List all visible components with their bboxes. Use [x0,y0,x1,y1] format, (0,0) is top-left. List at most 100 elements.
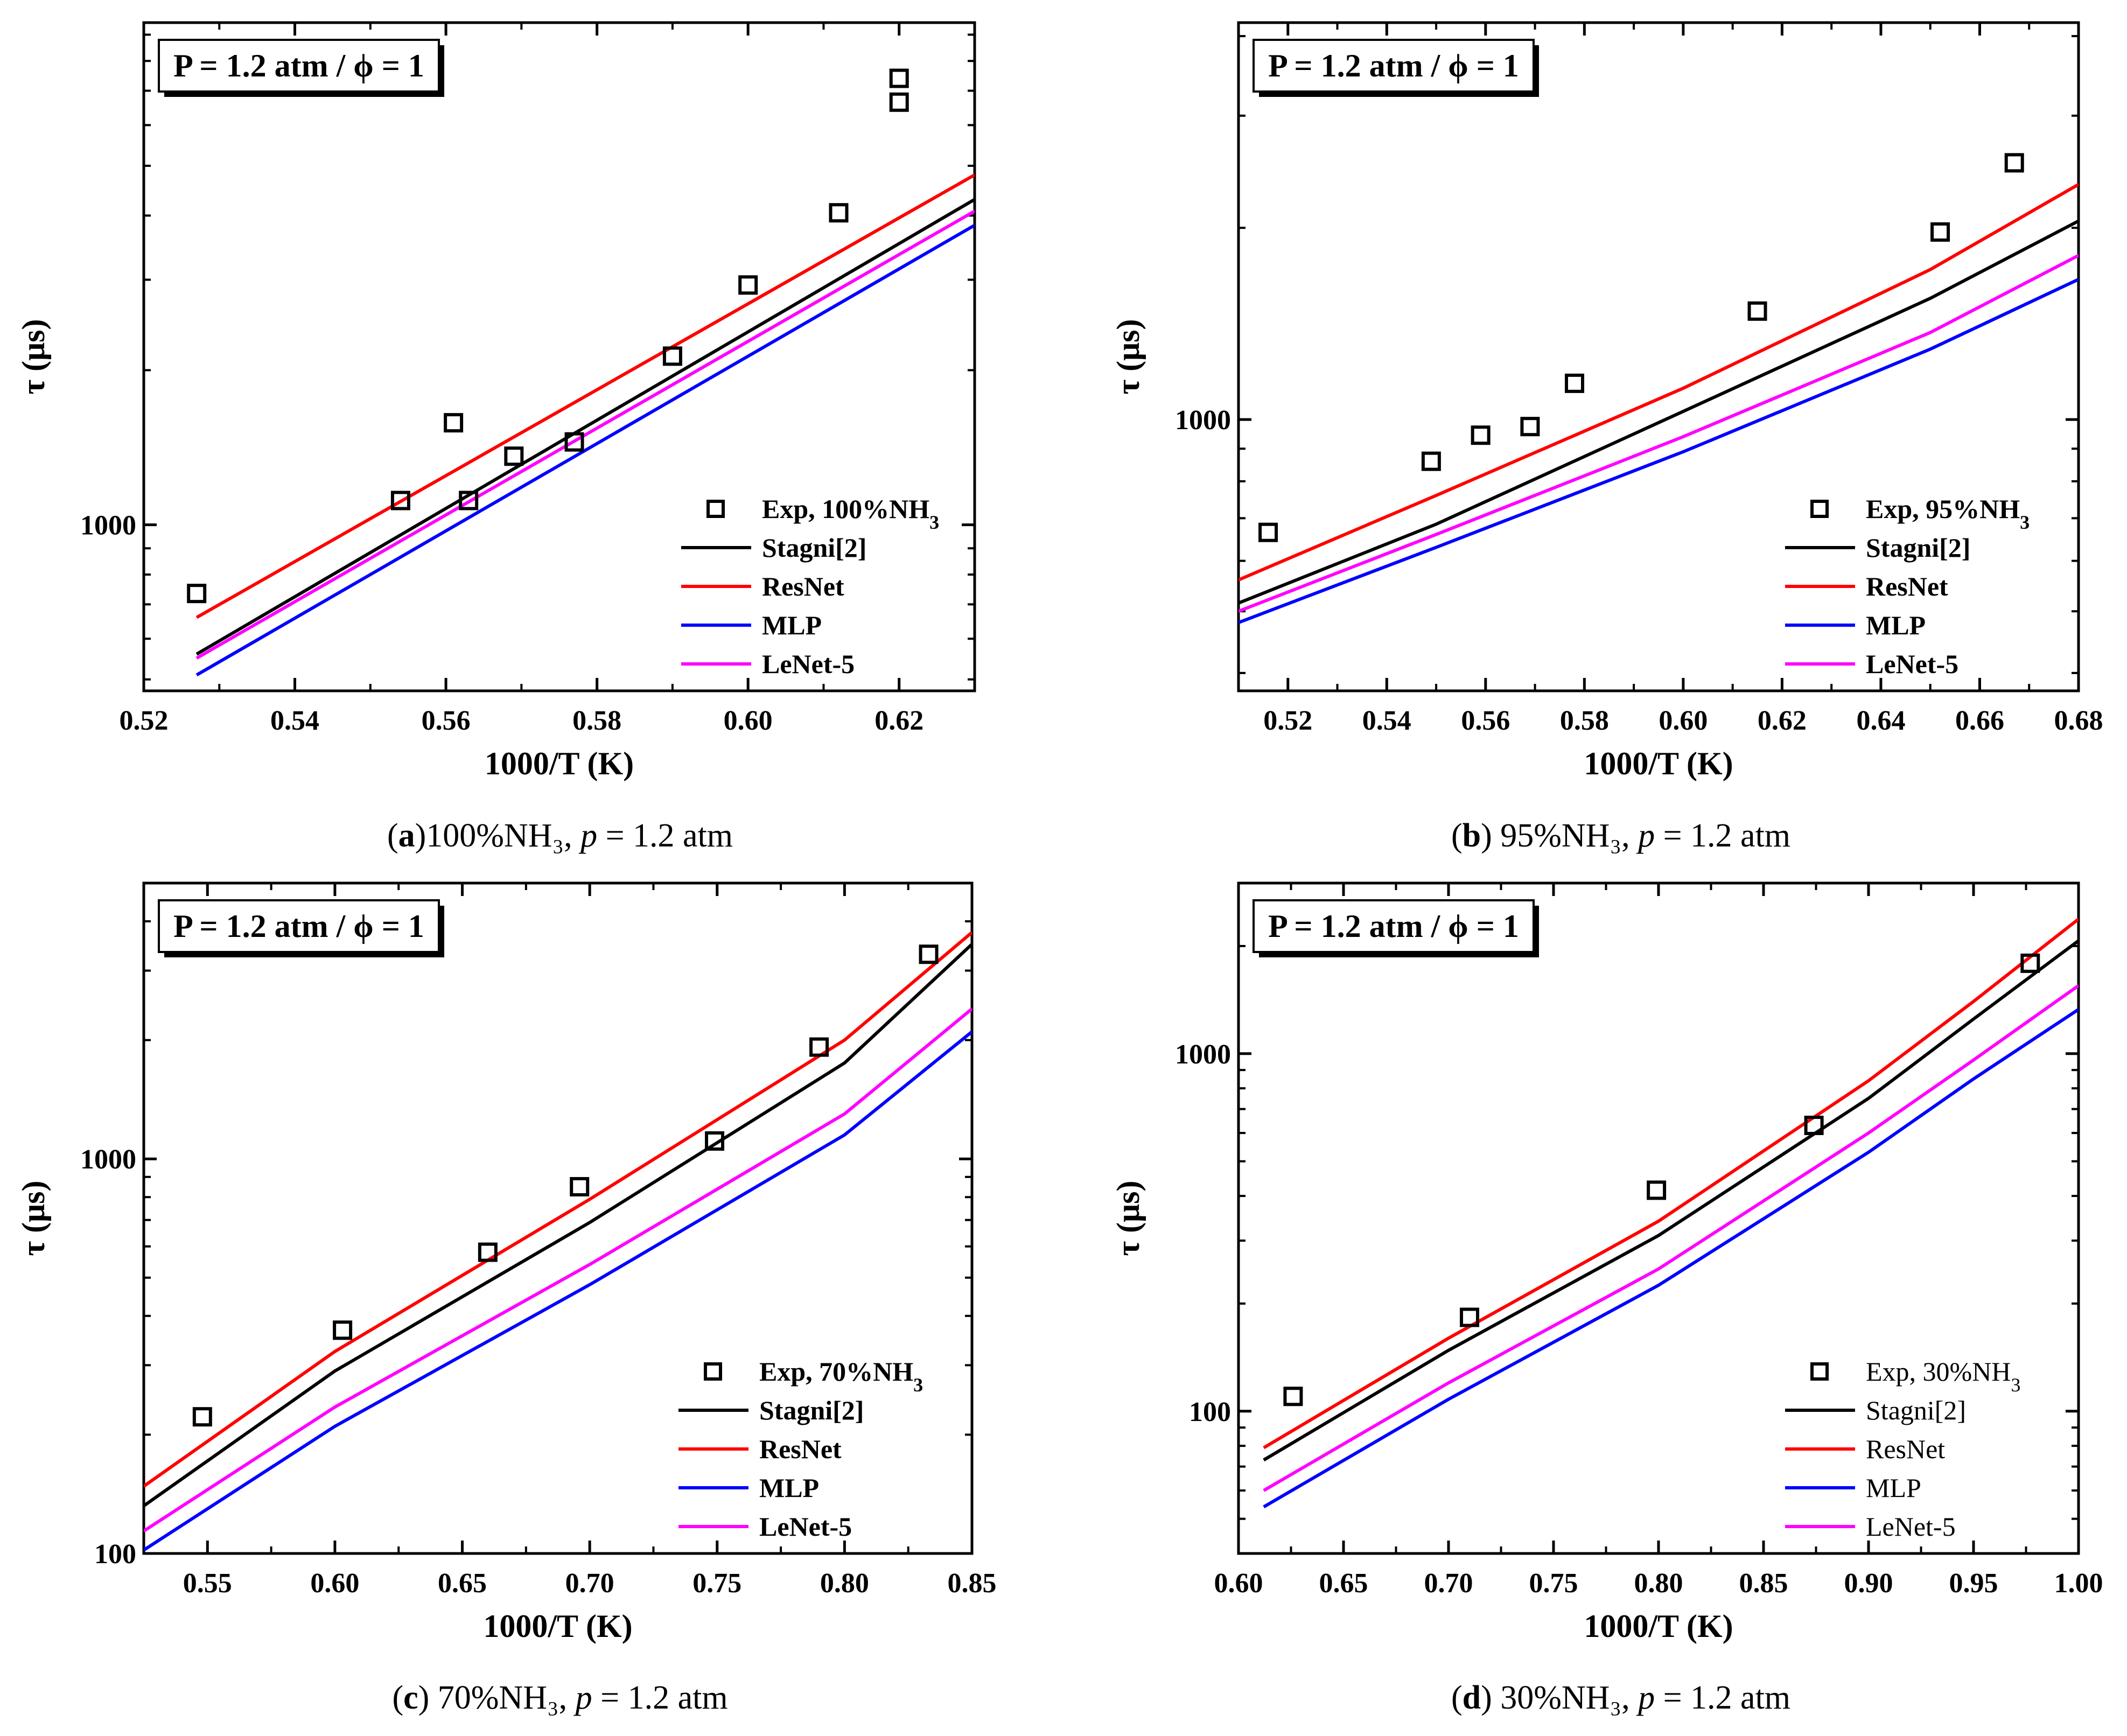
data-point [889,68,909,88]
annotation-text: P = 1.2 atm / ϕ = 1 [173,908,424,944]
data-point [390,491,410,510]
annotation-text: P = 1.2 atm / ϕ = 1 [1268,48,1519,83]
legend-label: ResNet [759,1434,842,1464]
y-axis-label: τ (μs) [1110,1181,1146,1256]
data-point [1421,451,1441,471]
annotation-text: P = 1.2 atm / ϕ = 1 [1268,908,1519,944]
x-tick-label: 0.52 [1263,705,1312,736]
data-point [459,491,479,510]
data-point [662,346,682,366]
series-line-stagni-2- [195,198,975,656]
x-tick-label: 0.85 [1739,1568,1788,1599]
legend-item: MLP [1785,610,1926,640]
series-line-lenet-5 [1263,984,2079,1492]
data-point [504,446,524,466]
y-tick-label: 100 [94,1539,136,1570]
series-line-mlp [144,1030,972,1552]
y-tick-label: 100 [1189,1397,1231,1427]
data-point [1930,222,1950,242]
x-tick-label: 0.65 [1319,1568,1368,1599]
x-tick-label: 0.52 [120,705,169,736]
legend-subscript: 3 [2020,512,2030,533]
legend-item: Stagni[2] [678,1395,864,1425]
legend-item: Exp, 100%NH3 [706,494,939,533]
data-point [829,203,849,223]
panel-caption: (a)100%NH₃, p = 1.2 atm [387,817,733,854]
data-point [478,1242,498,1262]
data-point [333,1320,353,1340]
y-axis-label: τ (μs) [16,319,51,395]
data-point [1565,373,1584,393]
plot-frame [1237,21,2080,692]
legend-item: Exp, 70%NH3 [704,1356,923,1396]
legend-label: MLP [1866,1473,1921,1503]
legend-item: Stagni[2] [681,533,866,563]
legend-label: LeNet-5 [759,1511,852,1542]
panel-caption: (b) 95%NH₃, p = 1.2 atm [1451,817,1790,854]
legend-label: LeNet-5 [1866,649,1958,679]
x-axis-label: 1000/T (K) [1584,1608,1733,1644]
data-point [564,432,584,452]
x-tick-label: 0.55 [183,1568,232,1599]
series-line-stagni-2- [1239,219,2079,605]
data-point [1258,522,1278,542]
data-point [2020,953,2040,973]
data-point [570,1177,590,1196]
series-line-resnet [195,173,975,619]
plot-area [1263,918,2079,1509]
x-tick-label: 1.00 [2054,1568,2103,1599]
legend-item: ResNet [678,1434,842,1464]
series-line-resnet [1239,183,2079,582]
x-tick-label: 0.56 [422,705,471,736]
legend-item: Stagni[2] [1785,533,1970,563]
legend-item: Exp, 30%NH3 [1810,1356,2020,1396]
data-point [705,1131,725,1151]
data-point [1520,417,1540,437]
x-tick-label: 0.54 [1362,705,1411,736]
series-line-resnet [1263,918,2079,1450]
panel-b: 0.52 0.54 0.56 0.58 0.60 0.62 0.64 0.66 0.68 1000… [1110,21,2103,854]
plot-frame [142,881,974,1555]
x-tick-label: 0.75 [1529,1568,1578,1599]
x-tick-label: 0.68 [2054,705,2103,736]
legend-item: MLP [678,1473,819,1503]
legend-label: LeNet-5 [762,649,855,679]
series-line-mlp [1263,1008,2079,1509]
caption-letter: c [403,1679,418,1716]
x-tick-label: 0.64 [1856,705,1905,736]
plot-area [1239,153,2079,625]
data-point [1647,1180,1667,1200]
series-line-stagni-2- [1263,939,2079,1462]
legend-item: LeNet-5 [678,1511,852,1542]
legend-marker [704,1362,722,1381]
legend-marker [1810,500,1829,518]
panel-c: 0.55 0.60 0.65 0.70 0.75 0.80 0.85 100 1000 1000/… [16,881,997,1716]
legend-subscript: 3 [929,512,939,533]
x-tick-label: 0.80 [1634,1568,1683,1599]
legend-subscript: 3 [2011,1374,2020,1396]
series-line-stagni-2- [144,943,972,1508]
y-tick-label: 1000 [80,1144,136,1175]
annotation-text: P = 1.2 atm / ϕ = 1 [173,48,424,83]
annotation-box [1253,39,1535,93]
legend-label: Stagni[2] [759,1395,864,1425]
legend-label: MLP [759,1473,819,1503]
legend-subscript: 3 [913,1374,923,1396]
legend-label: Exp, 30%NH3 [1866,1356,2020,1396]
x-tick-label: 0.58 [1560,705,1609,736]
legend-label: Stagni[2] [762,533,866,563]
data-point [889,92,909,112]
data-point [1283,1387,1303,1406]
annotation-box [158,899,440,953]
series-line-mlp [195,223,975,677]
legend-item: Stagni[2] [1785,1395,1966,1425]
y-axis-label: τ (μs) [1110,319,1146,395]
legend-item: MLP [1785,1473,1921,1503]
caption-letter: d [1463,1679,1481,1716]
legend-label: Stagni[2] [1866,1395,1966,1425]
x-tick-label: 0.80 [820,1568,869,1599]
x-tick-label: 0.60 [310,1568,359,1599]
data-point [1804,1116,1824,1136]
x-tick-label: 0.66 [1955,705,2004,736]
